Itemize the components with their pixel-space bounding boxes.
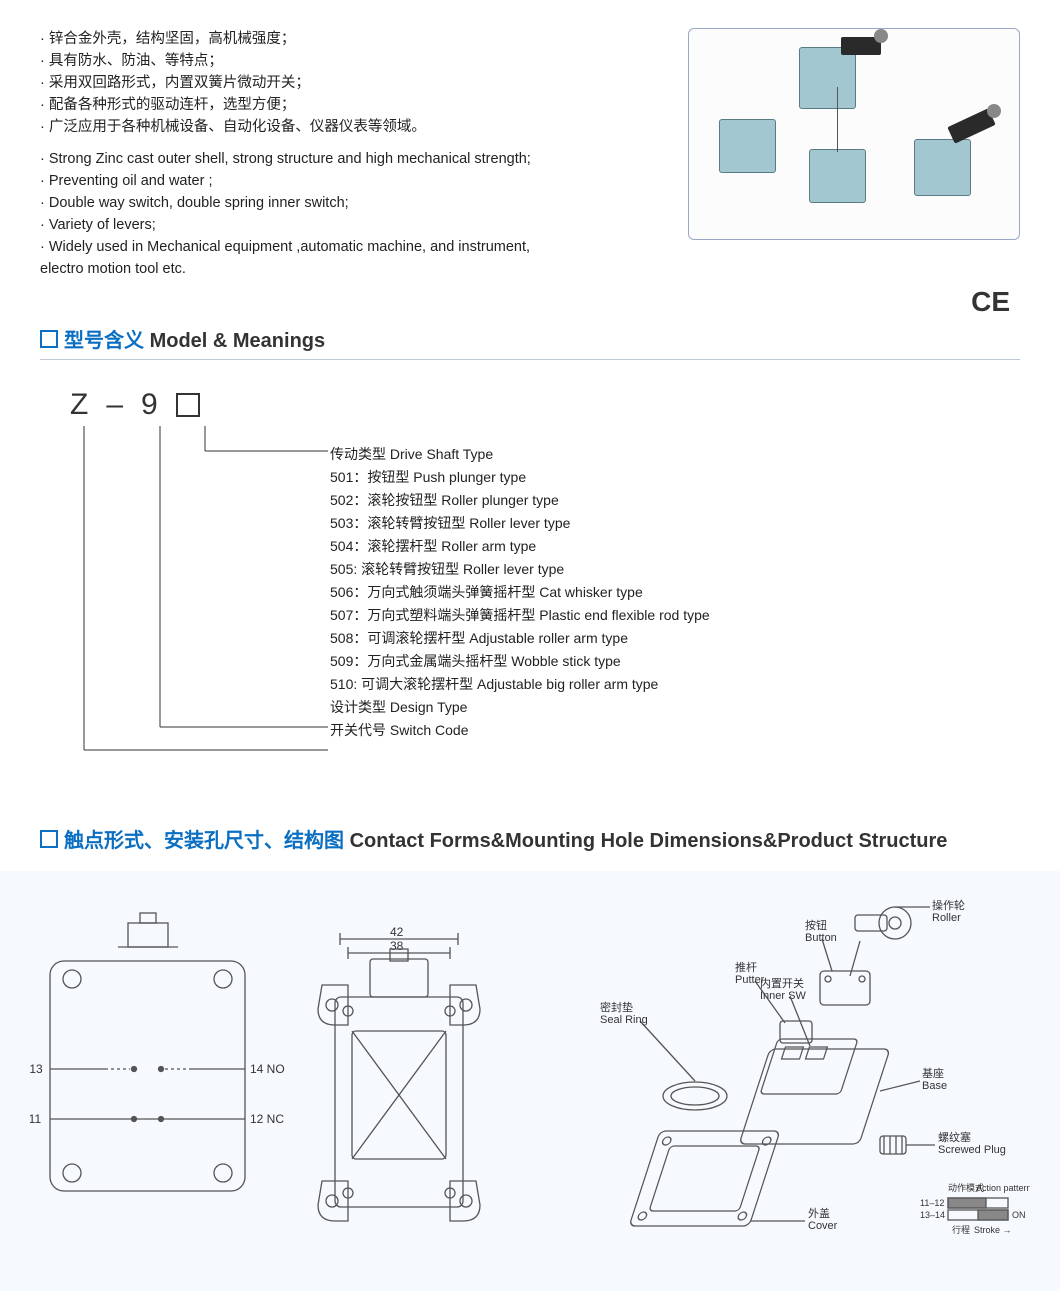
svg-text:38: 38: [390, 939, 404, 953]
svg-text:NC 11: NC 11: [30, 1112, 41, 1126]
drive-type: 503：滚轮转臂按钮型 Roller lever type: [330, 512, 710, 535]
diagram-area: NO 13 14 NO NC 11 12 NC 42 38: [0, 871, 1060, 1291]
svg-text:内置开关: 内置开关: [760, 976, 804, 990]
section-header-model: 型号含义 Model & Meanings: [40, 324, 1020, 353]
svg-text:Cover: Cover: [808, 1220, 838, 1232]
square-icon: [40, 330, 58, 348]
section-header-contact: 触点形式、安装孔尺寸、结构图 Contact Forms&Mounting Ho…: [40, 824, 1020, 853]
feature-cn: · 具有防水、防油、等特点；: [40, 50, 668, 72]
drive-type: 504：滚轮摆杆型 Roller arm type: [330, 535, 710, 558]
drive-type: 506：万向式触须端头弹簧摇杆型 Cat whisker type: [330, 581, 710, 604]
section2-en: Contact Forms&Mounting Hole Dimensions&P…: [350, 830, 948, 852]
svg-text:Seal Ring: Seal Ring: [600, 1014, 648, 1026]
feature-en: · Variety of levers;: [40, 214, 668, 236]
svg-text:Base: Base: [922, 1080, 947, 1092]
svg-text:密封垫: 密封垫: [600, 1000, 633, 1014]
svg-text:推杆: 推杆: [735, 960, 757, 974]
structure-diagram: NO 13 14 NO NC 11 12 NC 42 38: [30, 891, 1030, 1251]
feature-en: · Preventing oil and water ;: [40, 170, 668, 192]
feature-cn: · 锌合金外壳，结构坚固，高机械强度；: [40, 28, 668, 50]
svg-text:操作轮: 操作轮: [932, 898, 965, 912]
ce-mark: CE: [40, 286, 1020, 318]
drive-type: 505: 滚轮转臂按钮型 Roller lever type: [330, 558, 710, 581]
svg-text:螺纹塞: 螺纹塞: [938, 1130, 971, 1144]
svg-text:Stroke →: Stroke →: [974, 1225, 1012, 1235]
feature-en: · Double way switch, double spring inner…: [40, 192, 668, 214]
svg-text:14 NO: 14 NO: [250, 1062, 285, 1076]
model-diagram: Z – 9 传动类型 Drive Shaft Type 501：按钮型 Push…: [70, 388, 1020, 788]
drive-type: 507：万向式塑料端头弹簧摇杆型 Plastic end flexible ro…: [330, 604, 710, 627]
svg-text:Action pattern: Action pattern: [976, 1183, 1030, 1193]
section1-en: Model & Meanings: [150, 330, 326, 352]
feature-cn: · 采用双回路形式，内置双簧片微动开关；: [40, 72, 668, 94]
svg-text:12 NC: 12 NC: [250, 1112, 284, 1126]
section1-cn: 型号含义: [64, 330, 144, 352]
feature-cn: · 配备各种形式的驱动连杆，选型方便；: [40, 94, 668, 116]
product-photo: [688, 28, 1020, 240]
svg-text:11–12: 11–12: [920, 1198, 944, 1208]
type-list: 传动类型 Drive Shaft Type 501：按钮型 Push plung…: [330, 443, 710, 742]
svg-text:13–14: 13–14: [920, 1210, 945, 1220]
connector-lines: [70, 388, 330, 788]
drive-type: 501：按钮型 Push plunger type: [330, 466, 710, 489]
top-row: · 锌合金外壳，结构坚固，高机械强度； · 具有防水、防油、等特点； · 采用双…: [40, 28, 1020, 280]
svg-text:ON: ON: [1012, 1210, 1026, 1220]
feature-cn: · 广泛应用于各种机械设备、自动化设备、仪器仪表等领域。: [40, 116, 668, 138]
svg-text:Button: Button: [805, 932, 837, 944]
svg-text:按钮: 按钮: [805, 918, 827, 932]
drive-type: 509：万向式金属端头摇杆型 Wobble stick type: [330, 650, 710, 673]
svg-text:Roller: Roller: [932, 912, 961, 924]
svg-text:42: 42: [390, 925, 404, 939]
drive-type: 502：滚轮按钮型 Roller plunger type: [330, 489, 710, 512]
section2-cn: 触点形式、安装孔尺寸、结构图: [64, 830, 344, 852]
svg-text:Screwed Plug: Screwed Plug: [938, 1144, 1006, 1156]
drive-type: 510: 可调大滚轮摆杆型 Adjustable big roller arm …: [330, 673, 710, 696]
drive-header: 传动类型 Drive Shaft Type: [330, 443, 710, 466]
svg-text:行程: 行程: [952, 1224, 970, 1235]
drive-type: 508：可调滚轮摆杆型 Adjustable roller arm type: [330, 627, 710, 650]
svg-text:Inner SW: Inner SW: [760, 990, 806, 1002]
switch-code: 开关代号 Switch Code: [330, 719, 710, 742]
feature-en: electro motion tool etc.: [40, 258, 668, 280]
svg-text:外盖: 外盖: [808, 1206, 830, 1220]
divider: [40, 359, 1020, 360]
svg-text:基座: 基座: [922, 1066, 944, 1080]
feature-list: · 锌合金外壳，结构坚固，高机械强度； · 具有防水、防油、等特点； · 采用双…: [40, 28, 668, 280]
feature-en: · Widely used in Mechanical equipment ,a…: [40, 236, 668, 258]
square-icon: [40, 830, 58, 848]
feature-en: · Strong Zinc cast outer shell, strong s…: [40, 148, 668, 170]
svg-text:NO 13: NO 13: [30, 1062, 43, 1076]
design-type: 设计类型 Design Type: [330, 696, 710, 719]
